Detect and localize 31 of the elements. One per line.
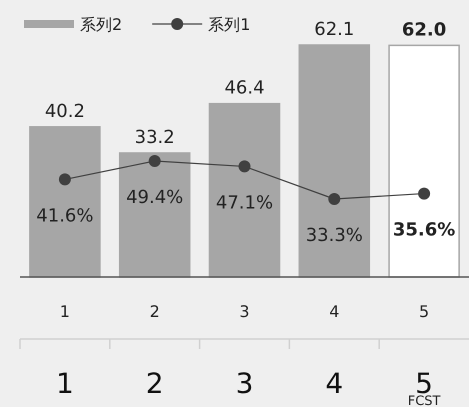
data-label: 35.6% — [392, 220, 456, 241]
point — [58, 173, 71, 186]
data-label: 33.2 — [134, 126, 175, 148]
text: 2 — [146, 367, 164, 400]
bar — [208, 102, 280, 278]
point — [418, 188, 430, 200]
x-tick-label: 4 — [329, 302, 340, 321]
legend-label: 系列2 — [80, 15, 122, 34]
text: 1 — [56, 367, 74, 400]
bar — [118, 152, 190, 278]
point — [148, 155, 161, 167]
data-label: 41.6% — [36, 205, 94, 226]
point — [238, 160, 250, 172]
x-tick-label: 1 — [60, 302, 70, 321]
bar — [388, 44, 460, 278]
x-tick-label: 3 — [239, 302, 250, 321]
data-label: 46.4 — [224, 78, 265, 99]
data-label: 62.1 — [314, 19, 354, 40]
data-label: 62.0 — [402, 19, 446, 40]
point — [328, 193, 340, 205]
x-tick-label: 2 — [150, 302, 160, 321]
x-tick-label: 5 — [419, 302, 430, 321]
data-label: 33.3% — [306, 225, 363, 246]
text: 4 — [325, 367, 344, 400]
data-label: 49.4% — [126, 187, 184, 208]
bar — [298, 44, 370, 278]
text: 3 — [236, 367, 254, 400]
legend-label: 系列1 — [208, 15, 250, 34]
bar — [29, 126, 101, 278]
data-label: 40.2 — [44, 100, 85, 122]
data-label: 47.1% — [216, 192, 274, 214]
